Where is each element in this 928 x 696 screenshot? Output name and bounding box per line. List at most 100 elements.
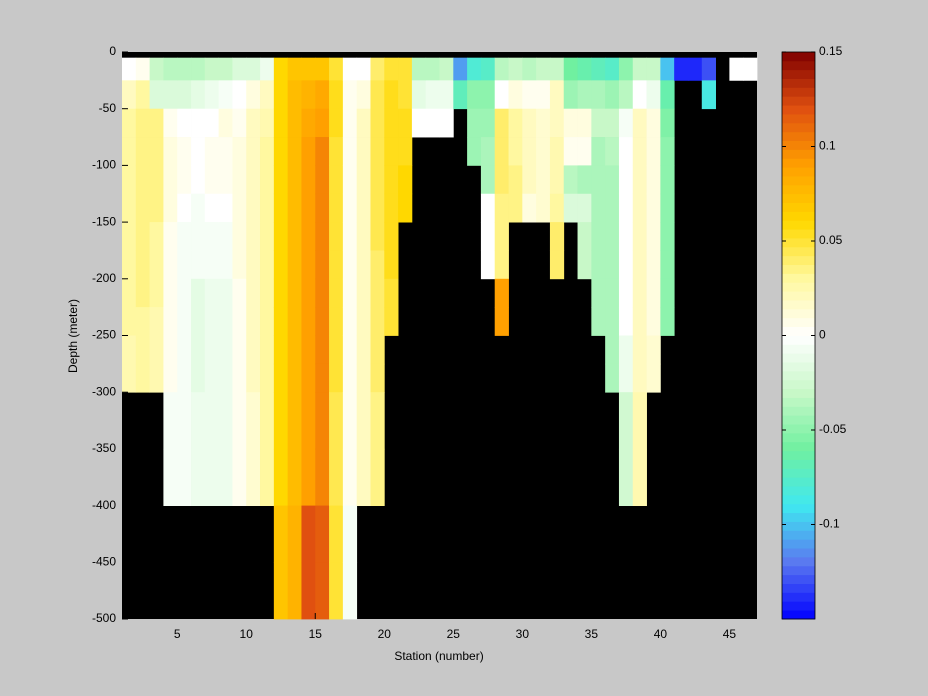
cell xyxy=(204,448,220,506)
cell xyxy=(287,193,302,223)
cell xyxy=(218,278,233,308)
cell xyxy=(591,278,606,308)
cell xyxy=(260,250,275,280)
cell xyxy=(646,193,661,223)
cell xyxy=(315,137,330,166)
cell xyxy=(329,108,344,138)
cell xyxy=(370,57,385,81)
cell xyxy=(301,505,316,563)
cell xyxy=(356,250,371,280)
cell xyxy=(204,137,220,166)
cell xyxy=(122,335,137,365)
cell xyxy=(618,335,634,365)
cell xyxy=(273,505,289,563)
cell xyxy=(370,165,385,195)
cell xyxy=(287,307,302,336)
cell xyxy=(411,108,427,138)
cell xyxy=(177,222,192,251)
cell xyxy=(273,165,289,195)
cell xyxy=(618,278,634,308)
cell xyxy=(646,363,661,393)
cell xyxy=(315,505,330,563)
cell xyxy=(163,392,178,450)
colorbar-step xyxy=(782,432,815,443)
cell xyxy=(370,335,385,365)
cell xyxy=(563,57,578,81)
cell xyxy=(577,193,592,223)
cell xyxy=(384,80,399,110)
cell xyxy=(549,165,565,195)
cell xyxy=(191,392,206,450)
colorbar-step xyxy=(782,122,815,133)
cell xyxy=(618,307,634,336)
colorbar-step xyxy=(782,601,815,611)
cell xyxy=(273,307,289,336)
colorbar-step xyxy=(782,193,815,204)
cell xyxy=(218,363,233,393)
cell xyxy=(149,335,164,365)
cell xyxy=(149,250,164,280)
cell xyxy=(204,307,220,336)
cell xyxy=(439,80,454,110)
cell xyxy=(191,137,206,166)
colorbar-step xyxy=(782,335,815,345)
colorbar-step xyxy=(782,406,815,416)
cell xyxy=(260,193,275,223)
cell xyxy=(329,307,344,336)
cell xyxy=(618,222,634,251)
cell xyxy=(177,250,192,280)
cell xyxy=(549,108,565,138)
cell xyxy=(163,80,178,110)
cell xyxy=(618,250,634,280)
cell xyxy=(370,80,385,110)
cell xyxy=(605,222,620,251)
cell xyxy=(135,165,151,195)
colorbar-step xyxy=(782,494,815,505)
cell xyxy=(149,222,164,251)
cell xyxy=(494,222,509,251)
cell xyxy=(329,392,344,450)
cell xyxy=(177,448,192,506)
cell xyxy=(315,222,330,251)
colorbar-step xyxy=(782,503,815,514)
cell xyxy=(177,307,192,336)
colorbar-tick-label: 0.05 xyxy=(819,233,843,247)
cell xyxy=(218,193,233,223)
cell xyxy=(508,80,523,110)
colorbar-step xyxy=(782,459,815,469)
cell xyxy=(218,335,233,365)
cell xyxy=(411,57,427,81)
colorbar-step xyxy=(782,379,815,390)
cell xyxy=(563,165,578,195)
cell xyxy=(591,307,606,336)
cell xyxy=(287,278,302,308)
colorbar-step xyxy=(782,308,815,319)
cell xyxy=(135,363,151,393)
colorbar-step xyxy=(782,486,815,496)
cell xyxy=(577,165,592,195)
cell xyxy=(577,222,592,251)
cell xyxy=(494,307,509,336)
cell xyxy=(522,57,537,81)
cell xyxy=(218,108,233,138)
colorbar-step xyxy=(782,96,815,106)
cell xyxy=(287,448,302,506)
cell xyxy=(315,363,330,393)
cell xyxy=(356,57,371,81)
cell xyxy=(177,193,192,223)
cell xyxy=(232,137,247,166)
cell xyxy=(315,165,330,195)
cell xyxy=(301,278,316,308)
cell xyxy=(342,335,358,365)
cell xyxy=(356,307,371,336)
cell xyxy=(632,448,647,506)
colorbar-step xyxy=(782,583,815,593)
cell xyxy=(522,193,537,223)
cell xyxy=(246,193,261,223)
cell xyxy=(494,193,509,223)
cell xyxy=(232,108,247,138)
cell xyxy=(273,137,289,166)
cell xyxy=(260,137,275,166)
colorbar-step xyxy=(782,530,815,540)
cell xyxy=(508,165,523,195)
